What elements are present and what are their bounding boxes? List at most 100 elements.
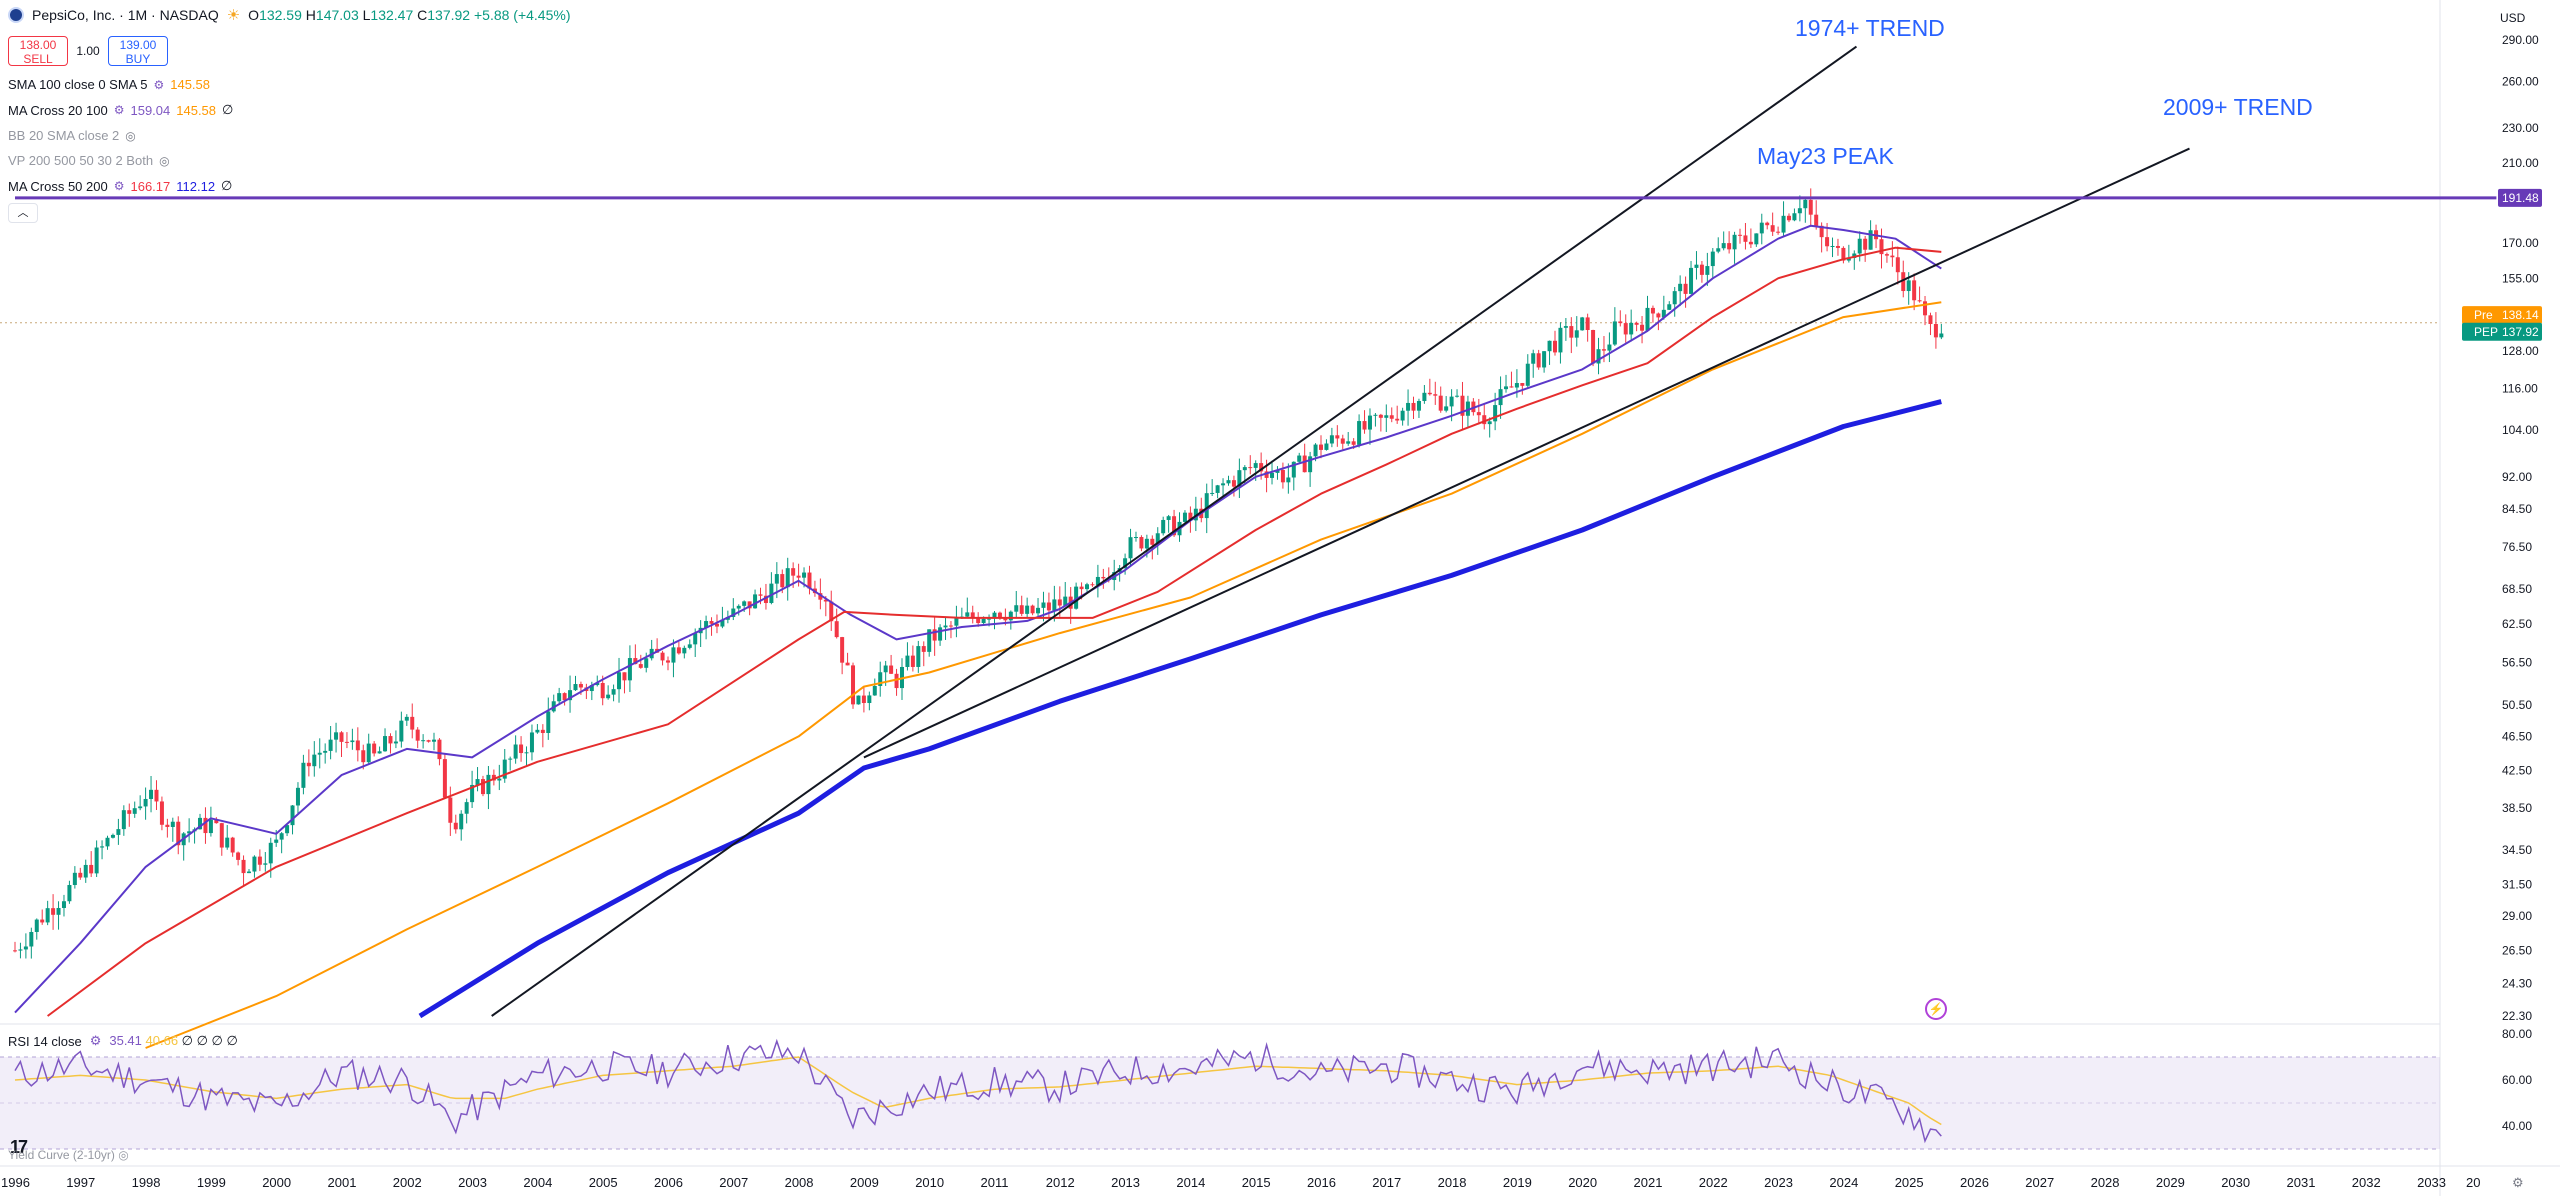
- candle-body: [714, 623, 719, 627]
- candle-body: [1841, 247, 1846, 261]
- yield-curve-legend: Yield Curve (2-10yr) ◎: [8, 1148, 129, 1162]
- candle-body: [508, 758, 513, 760]
- time-tick-label: 2033: [2417, 1175, 2446, 1190]
- hidden-eye-icon[interactable]: ◎: [125, 128, 136, 143]
- price-label-value-1: 138.14: [2502, 308, 2539, 322]
- quantity-field[interactable]: 1.00: [76, 44, 100, 58]
- candle-body: [981, 618, 986, 624]
- time-tick-label: 2023: [1764, 1175, 1793, 1190]
- hidden-eye-icon[interactable]: ◎: [118, 1148, 129, 1162]
- candle-body: [1596, 349, 1601, 364]
- rsi-values: 35.41 40.66 ∅ ∅ ∅ ∅: [109, 1033, 237, 1049]
- candle-body: [513, 744, 518, 759]
- candle-body: [1291, 461, 1296, 478]
- candle-body: [840, 637, 845, 663]
- rsi-name[interactable]: RSI 14 close: [8, 1033, 82, 1049]
- candle-body: [94, 847, 99, 874]
- settings-icon[interactable]: ⚙: [89, 1033, 102, 1048]
- candle-body: [1313, 444, 1318, 457]
- indicator-legend-row[interactable]: BB 20 SMA close 2 ◎: [8, 128, 136, 143]
- candle-body: [132, 808, 137, 814]
- candle-body: [1041, 602, 1046, 608]
- candle-body: [29, 931, 34, 947]
- hidden-eye-icon[interactable]: ◎: [159, 153, 170, 168]
- candle-body: [987, 618, 992, 620]
- candle-body: [992, 612, 997, 619]
- indicator-value: ∅: [221, 178, 233, 193]
- candle-body: [1656, 313, 1661, 318]
- time-tick-label: 2030: [2221, 1175, 2250, 1190]
- candle-body: [1923, 301, 1928, 316]
- candle-body: [393, 741, 398, 744]
- annotation-0: 1974+ TREND: [1795, 15, 1945, 41]
- candle-body: [894, 673, 899, 689]
- candle-body: [1912, 280, 1917, 301]
- time-tick-label: 2017: [1372, 1175, 1401, 1190]
- candle-body: [442, 759, 447, 798]
- settings-icon[interactable]: ⚙: [113, 179, 125, 193]
- candle-body: [1085, 584, 1090, 590]
- candle-body: [997, 612, 1002, 618]
- candle-body: [1754, 233, 1759, 245]
- candle-body: [1319, 444, 1323, 450]
- candle-body: [845, 662, 850, 666]
- candle-body: [872, 685, 877, 696]
- candle-body: [932, 629, 937, 641]
- time-tick-label: 2020: [1568, 1175, 1597, 1190]
- candle-body: [573, 684, 578, 691]
- candle-body: [421, 740, 426, 742]
- candle-body: [72, 872, 77, 886]
- price-label-bg-2: [2462, 322, 2542, 341]
- indicator-legend-row[interactable]: MA Cross 50 200 ⚙ 166.17 112.12 ∅: [8, 178, 232, 194]
- candle-body: [595, 682, 600, 686]
- indicator-legend-row[interactable]: VP 200 500 50 30 2 Both ◎: [8, 153, 170, 168]
- candle-body: [1846, 257, 1851, 261]
- candle-body: [1133, 537, 1138, 539]
- price-tick-label: 38.50: [2502, 801, 2532, 815]
- trendline-1[interactable]: [863, 147, 2190, 759]
- candle-body: [1694, 264, 1699, 268]
- time-tick-label: 2018: [1438, 1175, 1467, 1190]
- candle-body: [823, 599, 828, 602]
- candle-body: [1346, 441, 1351, 444]
- candle-body: [1857, 238, 1862, 254]
- tradingview-logo[interactable]: 17: [10, 1137, 28, 1157]
- candle-body: [437, 739, 442, 760]
- collapse-legend-button[interactable]: ︿: [8, 203, 38, 223]
- indicator-legend-row[interactable]: MA Cross 20 100 ⚙ 159.04 145.58 ∅: [8, 102, 233, 118]
- candle-body: [279, 833, 284, 840]
- candle-body: [372, 743, 377, 754]
- candle-body: [306, 762, 311, 767]
- candle-body: [143, 798, 148, 807]
- candle-body: [1895, 257, 1900, 273]
- lightning-alert-icon[interactable]: ⚡: [1925, 998, 1947, 1020]
- candle-body: [1612, 321, 1617, 345]
- settings-icon[interactable]: ⚙: [153, 77, 165, 92]
- symbol-title[interactable]: PepsiCo, Inc. · 1M · NASDAQ: [32, 7, 219, 23]
- indicator-name: SMA 100 close 0 SMA 5: [8, 77, 148, 92]
- time-tick-label: 1996: [1, 1175, 30, 1190]
- indicator-legend-row[interactable]: SMA 100 close 0 SMA 5 ⚙ 145.58: [8, 77, 210, 92]
- candle-body: [802, 572, 807, 578]
- candle-body: [829, 601, 834, 622]
- candle-body: [1324, 443, 1329, 450]
- candle-body: [1389, 415, 1394, 419]
- indicator-value: ∅: [222, 102, 234, 117]
- buy-button[interactable]: 139.00 BUY: [108, 36, 168, 66]
- candle-body: [263, 863, 268, 865]
- candle-body: [246, 871, 251, 874]
- time-tick-label: 2016: [1307, 1175, 1336, 1190]
- candle-body: [1607, 344, 1612, 351]
- indicator-name: BB 20 SMA close 2: [8, 128, 120, 143]
- settings-icon[interactable]: ⚙: [113, 103, 125, 117]
- sell-button[interactable]: 138.00 SELL: [8, 36, 68, 66]
- trendline-0[interactable]: [491, 45, 1858, 1017]
- candle-body: [1264, 471, 1269, 478]
- indicator-value: 159.04: [130, 102, 171, 118]
- yield-curve-name[interactable]: Yield Curve (2-10yr): [8, 1148, 115, 1162]
- time-tick-label: 2024: [1829, 1175, 1858, 1190]
- high-value: 147.03: [315, 7, 359, 23]
- candle-body: [225, 837, 230, 848]
- candle-body: [617, 672, 622, 690]
